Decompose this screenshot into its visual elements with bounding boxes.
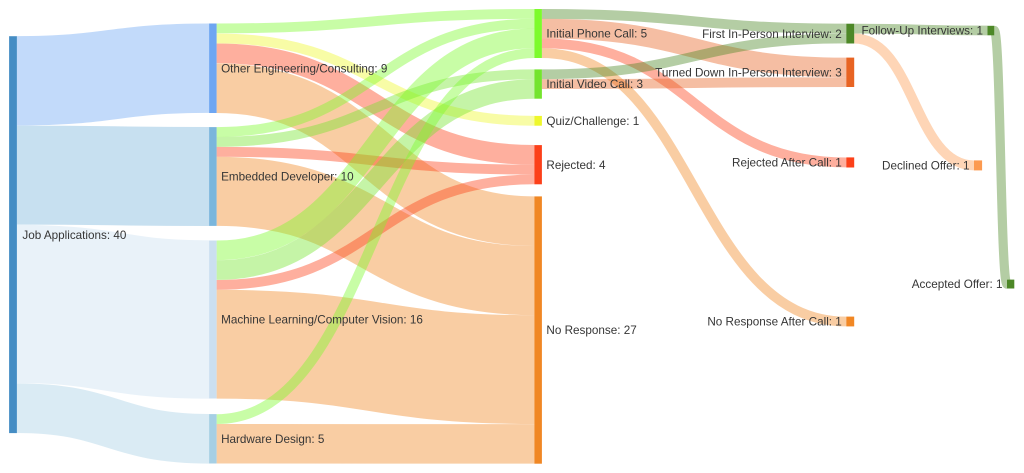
svg-text:Follow-Up Interviews: 1: Follow-Up Interviews: 1 xyxy=(862,25,983,38)
svg-text:No Response: 27: No Response: 27 xyxy=(546,324,636,337)
svg-text:Machine Learning/Computer Visi: Machine Learning/Computer Vision: 16 xyxy=(221,314,423,327)
svg-text:Quiz/Challenge: 1: Quiz/Challenge: 1 xyxy=(546,115,639,128)
svg-text:Accepted Offer: 1: Accepted Offer: 1 xyxy=(912,278,1003,291)
svg-text:Declined Offer: 1: Declined Offer: 1 xyxy=(882,160,970,173)
svg-text:Turned Down In-Person Intervie: Turned Down In-Person Interview: 3 xyxy=(655,67,842,80)
svg-text:Embedded Developer: 10: Embedded Developer: 10 xyxy=(221,171,354,184)
svg-text:Other Engineering/Consulting:: Other Engineering/Consulting: 9 xyxy=(221,62,387,75)
svg-text:Initial Phone Call: 5: Initial Phone Call: 5 xyxy=(546,28,647,41)
svg-text:Rejected After Call: 1: Rejected After Call: 1 xyxy=(732,157,842,170)
svg-text:Hardware Design: 5: Hardware Design: 5 xyxy=(221,433,325,446)
svg-text:Rejected: 4: Rejected: 4 xyxy=(546,159,606,172)
svg-text:No Response After Call: 1: No Response After Call: 1 xyxy=(707,316,841,329)
svg-text:Job Applications: 40: Job Applications: 40 xyxy=(22,229,126,242)
svg-text:Initial Video Call: 3: Initial Video Call: 3 xyxy=(546,78,643,91)
svg-text:First In-Person Interview: 2: First In-Person Interview: 2 xyxy=(702,28,842,41)
